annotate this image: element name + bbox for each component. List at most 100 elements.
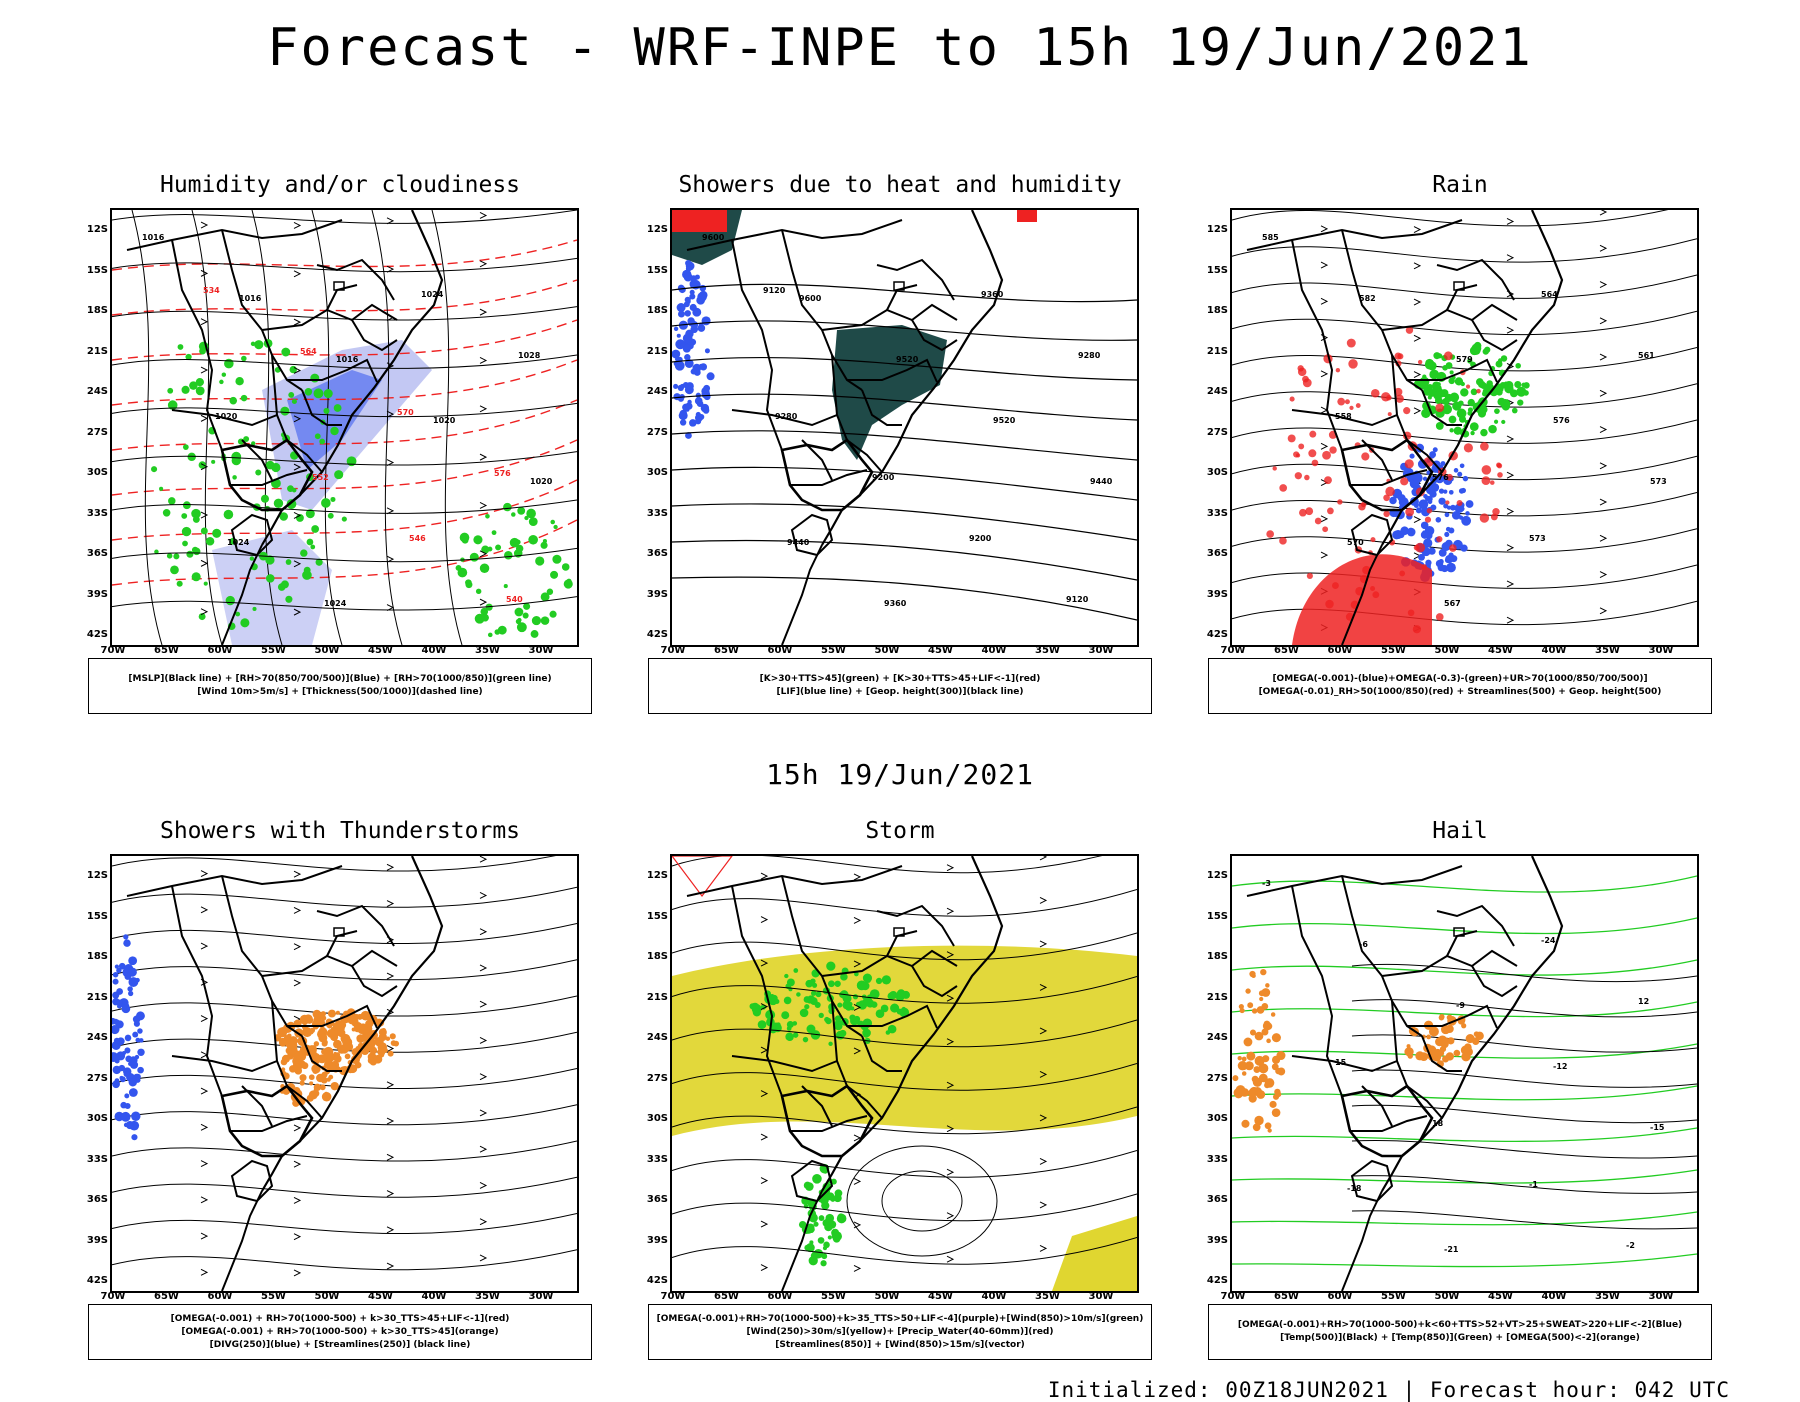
field-dot xyxy=(687,317,695,325)
map-rain[interactable]: 585 582 579 576 573 570 567 564 561 558 576 573 xyxy=(1230,208,1699,647)
country-border xyxy=(1471,319,1518,352)
field-dot xyxy=(1262,1055,1270,1063)
field-dot xyxy=(137,1028,143,1034)
lat-tick-label: 18S xyxy=(86,951,108,962)
field-dot xyxy=(1431,1052,1438,1059)
field-dot xyxy=(1493,419,1499,424)
field-dot xyxy=(677,310,685,318)
field-dot xyxy=(1514,380,1522,389)
flow-arrow xyxy=(200,1051,209,1059)
field-dot xyxy=(112,1080,120,1089)
field-dot xyxy=(1408,527,1414,533)
streamline-loop xyxy=(846,1145,998,1257)
field-dot xyxy=(291,398,297,405)
streamline xyxy=(112,995,577,1017)
field-dot xyxy=(1465,500,1474,508)
lon-tick-label: 35W xyxy=(1035,1291,1060,1302)
country-border xyxy=(780,1084,874,1158)
panel-humidity-cloudiness[interactable]: Humidity and/or cloudiness 1016 1016 1016 1… xyxy=(80,172,600,714)
field-dot xyxy=(678,411,688,421)
field-dot xyxy=(198,461,207,469)
flow-arrow xyxy=(293,906,302,914)
field-dot xyxy=(1294,472,1302,480)
field-dot xyxy=(114,964,120,969)
mslp-contour xyxy=(131,210,163,645)
field-dot xyxy=(481,613,489,622)
field-dot xyxy=(1437,353,1443,359)
map-showers-thunderstorms[interactable] xyxy=(110,854,579,1293)
mslp-contour xyxy=(251,210,283,645)
country-border xyxy=(1361,439,1393,481)
field-dot xyxy=(1420,381,1429,390)
flow-arrow xyxy=(479,357,488,364)
field-dot xyxy=(685,402,693,410)
flow-arrow xyxy=(479,260,488,268)
flow-arrow xyxy=(853,1047,862,1055)
map-hail[interactable]: -3 -6 -9 -12 -15 -18 -21 -24 12 15 18 -1 -2 xyxy=(1230,854,1699,1293)
field-dot xyxy=(1269,1100,1277,1108)
panel-legend: [MSLP](Black line) + [RH>70(850/700/500)… xyxy=(88,658,592,714)
panel-storm[interactable]: Storm 12S 15S 18S 21S 24S 27S 30S 33S 36S 39S 42S 7… xyxy=(640,818,1160,1360)
panel-showers-heat-humidity[interactable]: Showers due to heat and humidity 9600 960… xyxy=(640,172,1160,714)
field-dot xyxy=(1446,473,1453,481)
field-dot xyxy=(1463,1047,1473,1057)
field-dot xyxy=(1467,398,1475,407)
lon-tick-label: 60W xyxy=(1327,1291,1353,1302)
contour-label: 573 xyxy=(1529,534,1546,543)
field-dot xyxy=(241,355,247,362)
field-dot xyxy=(682,344,691,353)
field-dot xyxy=(889,990,898,1000)
field-dot xyxy=(793,968,799,973)
field-dot xyxy=(313,1041,320,1047)
map-storm[interactable] xyxy=(670,854,1139,1293)
field-dot xyxy=(824,1222,833,1232)
country-border xyxy=(1361,1085,1393,1127)
federal-district xyxy=(333,927,345,937)
field-dot xyxy=(1370,388,1380,398)
field-dot xyxy=(1309,430,1317,438)
flow-arrow xyxy=(853,916,862,924)
field-dot xyxy=(1337,397,1346,406)
field-dot xyxy=(118,1064,126,1072)
field-dot xyxy=(1459,506,1465,512)
map-humidity-cloudiness[interactable]: 1016 1016 1016 1020 1020 1024 1024 1024 1028 1020… xyxy=(110,208,579,647)
panel-hail[interactable]: Hail -3 -6 -9 -12 -15 -18 -21 -24 12 15 18 -1 -2 12S… xyxy=(1200,818,1720,1360)
map-showers-heat-humidity[interactable]: 9600 9600 9520 9520 9440 9440 9360 9360 9280 9280… xyxy=(670,208,1139,647)
field-dot xyxy=(689,419,697,427)
field-dot xyxy=(318,1027,328,1037)
contour-label: 1016 xyxy=(239,294,262,303)
country-border xyxy=(1350,1159,1394,1203)
streamline xyxy=(112,856,556,872)
field-dot xyxy=(1470,430,1475,436)
panel-rain[interactable]: Rain 585 582 579 576 573 570 567 564 561 558 576 57… xyxy=(1200,172,1720,714)
flow-arrow xyxy=(386,1081,395,1089)
country-border xyxy=(230,1115,308,1132)
field-dot xyxy=(299,1080,305,1086)
field-dot xyxy=(685,432,692,439)
flow-arrow xyxy=(853,1221,862,1229)
panel-showers-thunderstorms[interactable]: Showers with Thunderstorms 12S 15S 18S 21S 2… xyxy=(80,818,600,1360)
country-border xyxy=(241,1085,273,1127)
field-dot xyxy=(132,1015,141,1024)
flow-arrow xyxy=(386,217,395,225)
streamline xyxy=(672,856,1102,874)
flow-arrow xyxy=(479,1145,488,1153)
field-dot xyxy=(127,986,133,992)
field-dot xyxy=(1432,447,1438,453)
field-dot xyxy=(1361,452,1370,461)
map-layer xyxy=(112,856,577,1291)
field-dot xyxy=(120,1111,131,1122)
field-dot xyxy=(834,1189,843,1198)
field-dot xyxy=(313,1088,319,1093)
field-dot xyxy=(1448,489,1454,495)
field-dot xyxy=(323,389,333,399)
field-dot xyxy=(1463,443,1473,453)
field-dot xyxy=(344,1053,351,1060)
field-dot xyxy=(566,578,572,584)
contour-label: 561 xyxy=(1638,351,1655,360)
field-dot xyxy=(1245,988,1251,994)
field-dot xyxy=(540,541,548,549)
field-dot xyxy=(1454,377,1464,386)
field-dot xyxy=(287,485,294,493)
field-dot xyxy=(295,1050,303,1059)
